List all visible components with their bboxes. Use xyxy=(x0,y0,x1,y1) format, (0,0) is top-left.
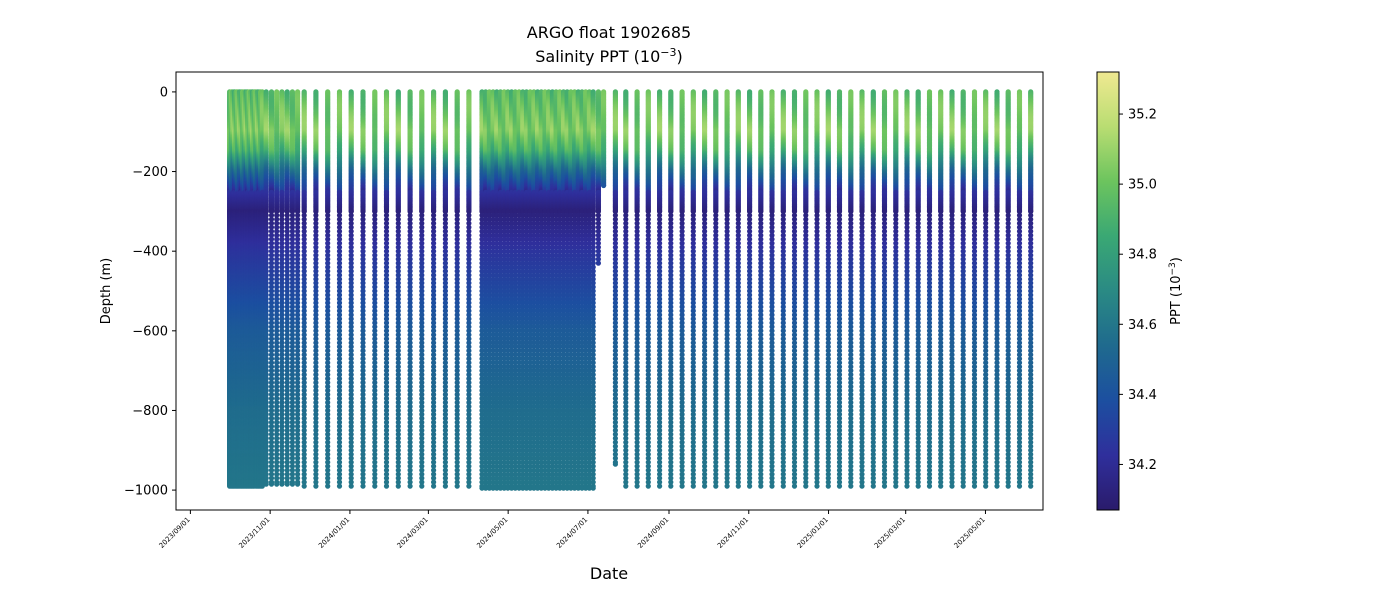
chart-subtitle-exp: −3 xyxy=(660,46,676,59)
chart-title: ARGO float 1902685 xyxy=(527,23,691,42)
scatter-points xyxy=(227,89,1034,491)
chart-subtitle: Salinity PPT (10−3) xyxy=(535,46,683,66)
chart-subtitle-close: ) xyxy=(677,47,683,66)
chart-subtitle-base: Salinity PPT (10 xyxy=(535,47,660,66)
